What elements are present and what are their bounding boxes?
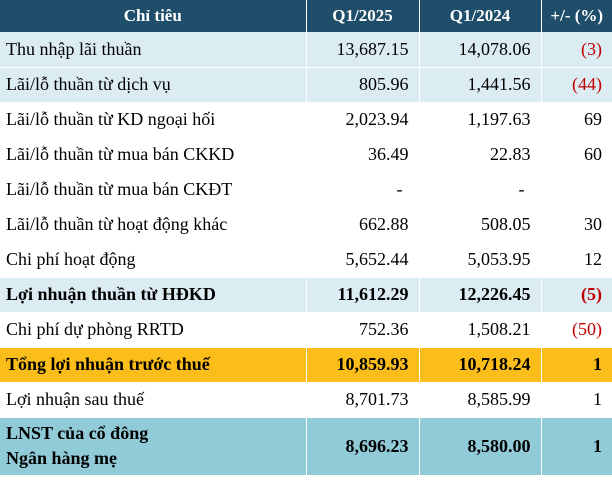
- table-row-highlight: Tổng lợi nhuận trước thuế 10,859.93 10,7…: [0, 347, 612, 383]
- table-row: Thu nhập lãi thuần 13,687.15 14,078.06 (…: [0, 32, 612, 68]
- header-q1-2024: Q1/2024: [419, 0, 542, 32]
- header-change: +/- (%): [541, 0, 612, 32]
- row-label: Lãi/lỗ thuần từ KD ngoại hối: [0, 102, 307, 138]
- table-row: Lợi nhuận sau thuế 8,701.73 8,585.99 1: [0, 382, 612, 418]
- table-row: Lợi nhuận thuần từ HĐKD 11,612.29 12,226…: [0, 277, 612, 313]
- row-change: 69: [541, 102, 612, 138]
- row-q1-2024: 8,580.00: [419, 417, 542, 476]
- row-q1-2024: 1,197.63: [419, 102, 542, 138]
- row-q1-2024: 508.05: [419, 207, 542, 243]
- row-label: Lãi/lỗ thuần từ mua bán CKĐT: [0, 172, 307, 208]
- table-header-row: Chỉ tiêu Q1/2025 Q1/2024 +/- (%): [0, 0, 612, 32]
- row-q1-2025: 10,859.93: [306, 347, 420, 383]
- row-label: Chi phí dự phòng RRTD: [0, 312, 307, 348]
- row-change: 30: [541, 207, 612, 243]
- row-q1-2024: 1,441.56: [419, 67, 542, 103]
- row-label: Lãi/lỗ thuần từ hoạt động khác: [0, 207, 307, 243]
- header-q1-2025: Q1/2025: [306, 0, 420, 32]
- table-row: Lãi/lỗ thuần từ KD ngoại hối 2,023.94 1,…: [0, 102, 612, 138]
- table-row: Chi phí hoạt động 5,652.44 5,053.95 12: [0, 242, 612, 278]
- row-q1-2024: 12,226.45: [419, 277, 542, 313]
- row-q1-2024: 22.83: [419, 137, 542, 173]
- row-q1-2024: 8,585.99: [419, 382, 542, 418]
- row-change: [541, 172, 612, 208]
- row-label: LNST của cổ đông Ngân hàng mẹ: [0, 417, 307, 476]
- row-change: 12: [541, 242, 612, 278]
- row-change: 1: [541, 347, 612, 383]
- table-row: Lãi/lỗ thuần từ hoạt động khác 662.88 50…: [0, 207, 612, 243]
- row-change: 1: [541, 382, 612, 418]
- row-q1-2025: 805.96: [306, 67, 420, 103]
- row-label-line1: LNST của cổ đông: [6, 423, 149, 443]
- financial-table: Chỉ tiêu Q1/2025 Q1/2024 +/- (%) Thu nhậ…: [0, 0, 612, 476]
- row-q1-2025: 5,652.44: [306, 242, 420, 278]
- row-label: Tổng lợi nhuận trước thuế: [0, 347, 307, 383]
- row-label: Thu nhập lãi thuần: [0, 32, 307, 68]
- row-q1-2024: 10,718.24: [419, 347, 542, 383]
- row-q1-2025: 8,696.23: [306, 417, 420, 476]
- row-change: (3): [541, 32, 612, 68]
- row-label: Lãi/lỗ thuần từ mua bán CKKD: [0, 137, 307, 173]
- row-q1-2025: 2,023.94: [306, 102, 420, 138]
- row-q1-2024: 1,508.21: [419, 312, 542, 348]
- row-q1-2025: 752.36: [306, 312, 420, 348]
- row-change: (50): [541, 312, 612, 348]
- header-item: Chỉ tiêu: [0, 0, 307, 32]
- row-change: (44): [541, 67, 612, 103]
- table-row: Lãi/lỗ thuần từ mua bán CKĐT - -: [0, 172, 612, 208]
- row-change: 60: [541, 137, 612, 173]
- row-q1-2025: 13,687.15: [306, 32, 420, 68]
- row-q1-2024: 14,078.06: [419, 32, 542, 68]
- table-row: Lãi/lỗ thuần từ dịch vụ 805.96 1,441.56 …: [0, 67, 612, 103]
- row-label-line2: Ngân hàng mẹ: [6, 448, 118, 468]
- row-q1-2025: 11,612.29: [306, 277, 420, 313]
- table-row: Chi phí dự phòng RRTD 752.36 1,508.21 (5…: [0, 312, 612, 348]
- row-label: Lãi/lỗ thuần từ dịch vụ: [0, 67, 307, 103]
- row-q1-2025: 662.88: [306, 207, 420, 243]
- row-q1-2024: -: [419, 172, 542, 208]
- table-row-parent: LNST của cổ đông Ngân hàng mẹ 8,696.23 8…: [0, 417, 612, 476]
- row-label: Lợi nhuận thuần từ HĐKD: [0, 277, 307, 313]
- row-q1-2025: -: [306, 172, 420, 208]
- row-change: 1: [541, 417, 612, 476]
- row-q1-2025: 36.49: [306, 137, 420, 173]
- row-q1-2025: 8,701.73: [306, 382, 420, 418]
- table-row: Lãi/lỗ thuần từ mua bán CKKD 36.49 22.83…: [0, 137, 612, 173]
- row-label: Chi phí hoạt động: [0, 242, 307, 278]
- row-label: Lợi nhuận sau thuế: [0, 382, 307, 418]
- row-change: (5): [541, 277, 612, 313]
- row-q1-2024: 5,053.95: [419, 242, 542, 278]
